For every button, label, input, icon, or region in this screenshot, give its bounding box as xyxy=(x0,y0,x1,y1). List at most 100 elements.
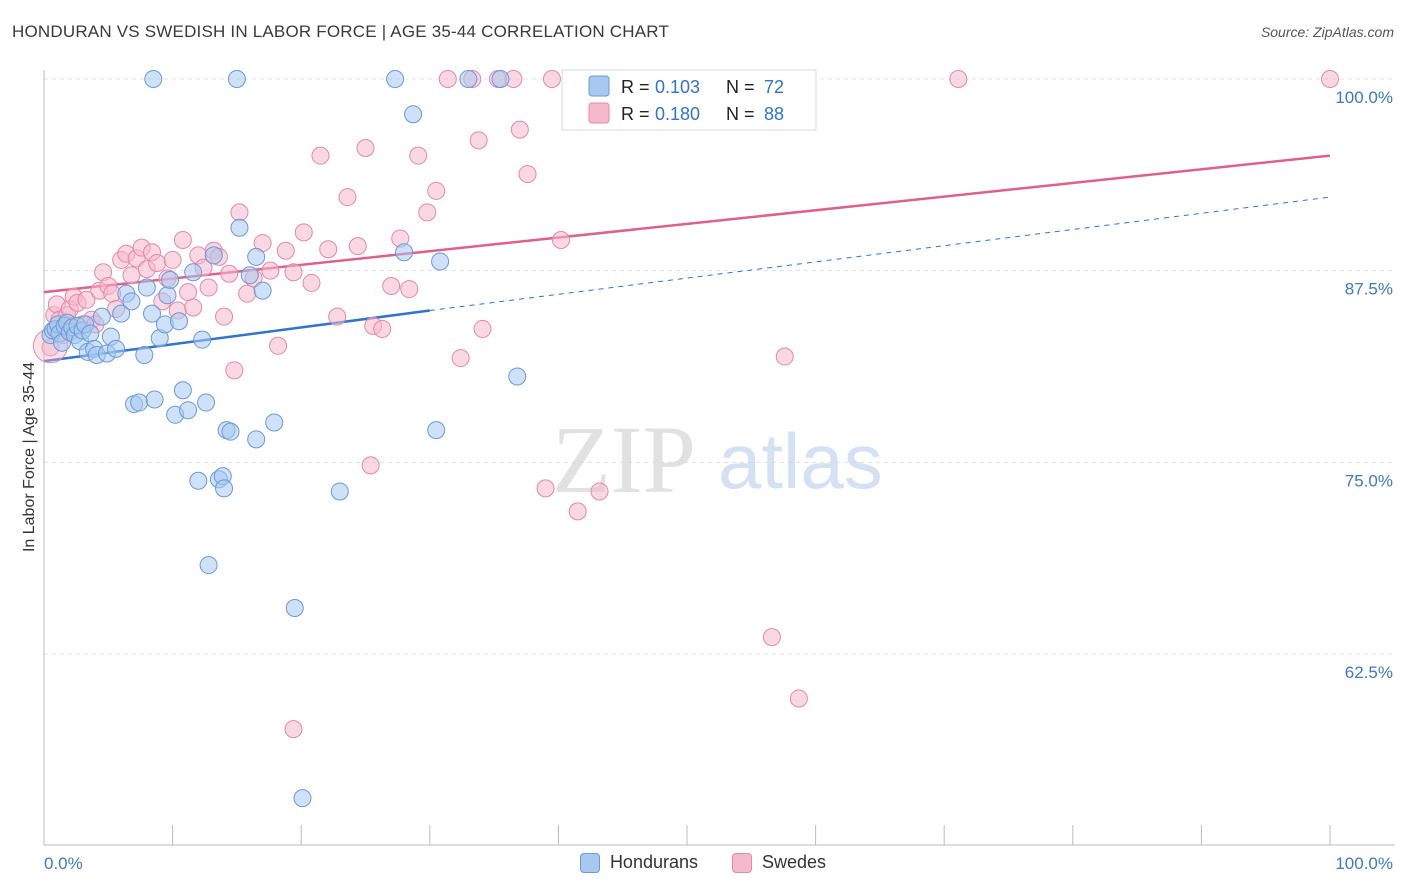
point-hondurans xyxy=(227,70,246,88)
y-tick-label: 62.5% xyxy=(1345,663,1393,682)
point-hondurans xyxy=(247,430,266,449)
watermark: ZIP atlas xyxy=(552,406,883,513)
point-swedes xyxy=(215,307,234,326)
point-hondurans xyxy=(184,263,203,282)
y-tick-label: 100.0% xyxy=(1335,88,1393,107)
point-swedes xyxy=(373,319,392,338)
legend-item-swedes[interactable]: Swedes xyxy=(732,852,826,873)
point-swedes xyxy=(356,139,375,157)
point-swedes xyxy=(284,720,303,739)
x-tick-label: 0.0% xyxy=(44,854,83,873)
series-hondurans xyxy=(41,70,527,808)
point-hondurans xyxy=(179,401,198,420)
point-swedes xyxy=(348,237,367,256)
point-swedes xyxy=(230,203,249,222)
legend-n-label-hondurans: N = xyxy=(726,77,755,97)
x-tick-label: 100.0% xyxy=(1335,854,1393,873)
point-hondurans xyxy=(161,270,180,289)
point-swedes xyxy=(418,203,437,222)
axes xyxy=(43,70,1395,846)
point-hondurans xyxy=(173,381,192,400)
legend-r-label-hondurans: R = xyxy=(621,77,650,97)
hondurans-swatch xyxy=(579,852,600,873)
point-hondurans xyxy=(427,421,446,440)
point-hondurans xyxy=(135,346,154,364)
point-hondurans xyxy=(144,70,163,88)
point-swedes xyxy=(510,120,529,139)
point-swedes xyxy=(220,264,239,283)
point-hondurans xyxy=(285,599,304,617)
point-hondurans xyxy=(158,286,177,305)
tick-labels: 100.0% 87.5% 75.0% 62.5% 0.0% 100.0% xyxy=(44,88,1393,873)
point-swedes xyxy=(148,254,167,272)
point-swedes xyxy=(775,347,794,366)
trend-line-swedes xyxy=(43,154,1331,294)
watermark-atlas: atlas xyxy=(718,417,883,505)
point-hondurans xyxy=(130,393,149,412)
chart-title: HONDURAN VS SWEDISH IN LABOR FORCE | AGE… xyxy=(12,22,670,41)
point-swedes xyxy=(173,231,192,249)
point-hondurans xyxy=(204,246,223,265)
point-hondurans xyxy=(265,413,284,432)
legend-r-value-swedes: 0.180 xyxy=(655,104,700,124)
point-hondurans xyxy=(330,482,349,501)
bottom-legend: Hondurans Swedes xyxy=(0,852,1406,873)
point-swedes xyxy=(551,231,570,249)
point-hondurans xyxy=(253,281,272,300)
source-label: Source: ZipAtlas.com xyxy=(1260,24,1394,40)
point-swedes xyxy=(338,188,357,207)
point-hondurans xyxy=(112,304,131,323)
point-hondurans xyxy=(92,307,111,326)
y-tick-label: 75.0% xyxy=(1345,471,1393,490)
point-hondurans xyxy=(215,479,234,498)
legend-label-swedes: Swedes xyxy=(762,852,827,872)
point-hondurans xyxy=(145,390,164,409)
y-tick-label: 87.5% xyxy=(1345,280,1393,299)
trend-line-hondurans-extension xyxy=(429,196,1331,312)
point-hondurans xyxy=(386,70,405,88)
point-swedes xyxy=(762,628,781,647)
point-hondurans xyxy=(107,339,126,358)
point-hondurans xyxy=(197,393,216,412)
point-swedes xyxy=(276,241,295,260)
point-swedes xyxy=(122,266,141,285)
point-swedes xyxy=(590,482,609,501)
legend-swatch-hondurans xyxy=(588,75,610,97)
legend-r-value-hondurans: 0.103 xyxy=(655,77,700,97)
point-swedes xyxy=(438,70,457,88)
point-swedes xyxy=(1321,70,1339,88)
point-swedes xyxy=(77,290,96,309)
point-swedes xyxy=(294,223,313,242)
point-swedes xyxy=(328,307,347,326)
legend-r-label-swedes: R = xyxy=(621,104,650,124)
point-swedes xyxy=(949,70,968,88)
legend-label-hondurans: Hondurans xyxy=(609,852,698,872)
point-hondurans xyxy=(143,304,162,323)
point-swedes xyxy=(199,278,218,297)
point-swedes xyxy=(311,146,330,165)
point-swedes xyxy=(400,280,419,299)
point-hondurans xyxy=(199,556,218,575)
point-swedes xyxy=(163,250,182,269)
point-swedes xyxy=(261,261,280,280)
point-hondurans xyxy=(189,471,208,490)
point-hondurans xyxy=(491,70,510,88)
point-swedes xyxy=(473,319,492,338)
legend-swatch-swedes xyxy=(588,102,610,124)
series-swedes xyxy=(32,70,1339,739)
point-hondurans xyxy=(247,247,266,266)
point-hondurans xyxy=(170,312,189,331)
point-swedes xyxy=(568,502,587,521)
point-swedes xyxy=(269,336,288,355)
legend-box: R = 0.103 N = 72 R = 0.180 N = 88 xyxy=(561,69,817,131)
legend-n-label-swedes: N = xyxy=(726,104,755,124)
point-hondurans xyxy=(137,278,156,297)
point-hondurans xyxy=(459,70,478,88)
legend-n-value-hondurans: 72 xyxy=(764,77,784,97)
point-hondurans xyxy=(122,292,141,311)
point-swedes xyxy=(302,273,321,292)
legend-item-hondurans[interactable]: Hondurans xyxy=(579,852,698,873)
point-swedes xyxy=(361,456,380,475)
point-hondurans xyxy=(240,266,259,285)
point-swedes xyxy=(382,277,401,295)
